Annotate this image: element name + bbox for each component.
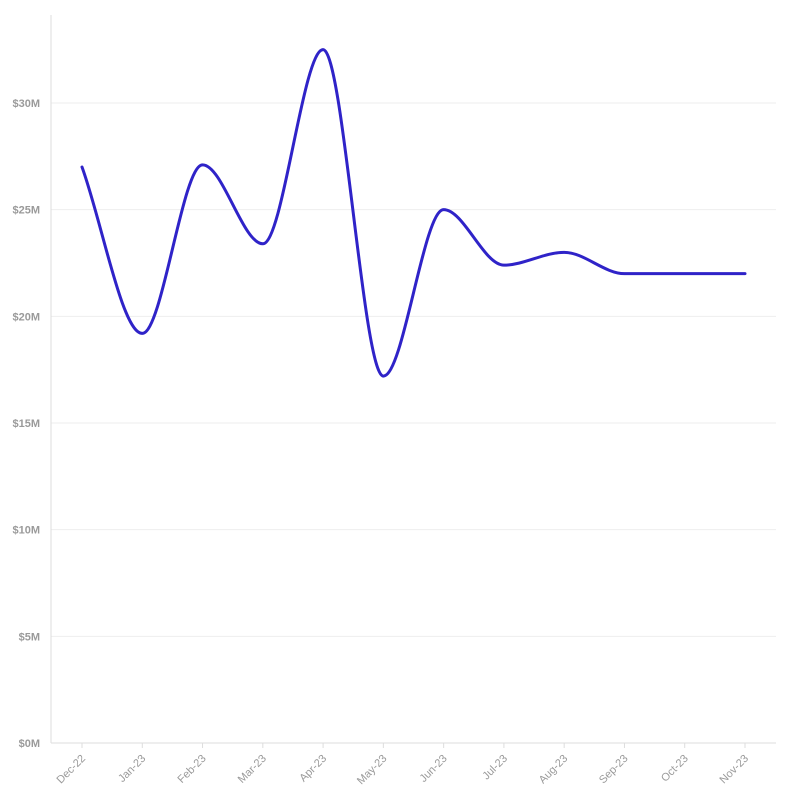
y-tick-label: $30M	[12, 98, 40, 110]
x-tick-label: Oct-23	[659, 753, 691, 785]
x-tick-label: Dec-22	[55, 753, 89, 787]
x-tick-label: Jan-23	[116, 753, 148, 785]
y-tick-label: $15M	[12, 418, 40, 430]
x-axis-tick-labels: Dec-22 Jan-23 Feb-23 Mar-23 Apr-23 May-23 Jun-…	[55, 753, 752, 787]
x-tick-label: Nov-23	[718, 753, 752, 787]
y-tick-label: $0M	[19, 738, 40, 750]
axes	[50, 15, 776, 748]
series-line	[80, 48, 747, 378]
x-tick-label: May-23	[355, 753, 389, 787]
x-tick-label: Aug-23	[537, 753, 571, 787]
x-tick-label: Feb-23	[176, 753, 209, 786]
y-tick-label: $25M	[12, 205, 40, 217]
y-tick-label: $5M	[19, 631, 40, 643]
series-lines	[80, 48, 747, 378]
x-tick-label: Apr-23	[297, 753, 329, 785]
y-tick-label: $20M	[12, 311, 40, 323]
y-axis-tick-labels: $0M $5M $10M $15M $20M $25M $30M	[12, 98, 40, 750]
x-tick-label: Jul-23	[480, 753, 510, 783]
x-tick-label: Jun-23	[417, 753, 449, 785]
grid-lines	[51, 102, 776, 637]
x-tick-label: Sep-23	[597, 753, 631, 787]
y-tick-label: $10M	[12, 525, 40, 537]
x-tick-label: Mar-23	[236, 753, 269, 786]
